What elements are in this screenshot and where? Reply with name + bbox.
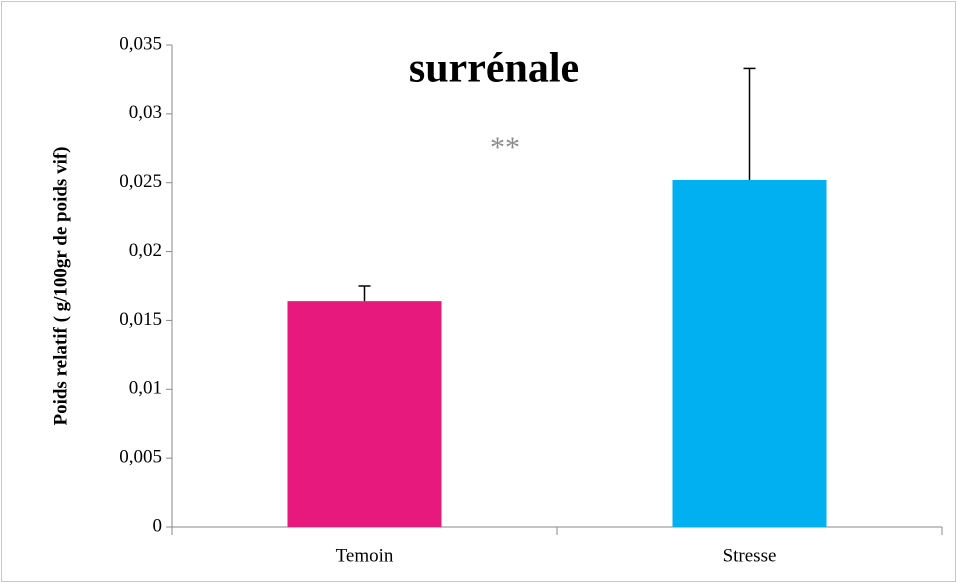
y-tick-label: 0,02: [129, 240, 162, 261]
y-tick-label: 0: [153, 515, 163, 536]
annotation: **: [490, 131, 520, 164]
chart-title: surrénale: [409, 46, 579, 92]
y-axis-label: Poids relatif ( g/100gr de poids vif): [50, 146, 71, 425]
y-tick-label: 0,01: [129, 378, 162, 399]
bar: [672, 179, 827, 527]
x-tick-label: Stresse: [723, 545, 777, 566]
y-tick-label: 0,025: [119, 171, 162, 192]
y-tick-label: 0,005: [119, 447, 162, 468]
bar: [287, 301, 442, 527]
y-tick-label: 0,03: [129, 102, 162, 123]
y-tick-label: 0,015: [119, 309, 162, 330]
x-tick-label: Temoin: [336, 545, 394, 566]
y-tick-label: 0,035: [119, 33, 162, 54]
